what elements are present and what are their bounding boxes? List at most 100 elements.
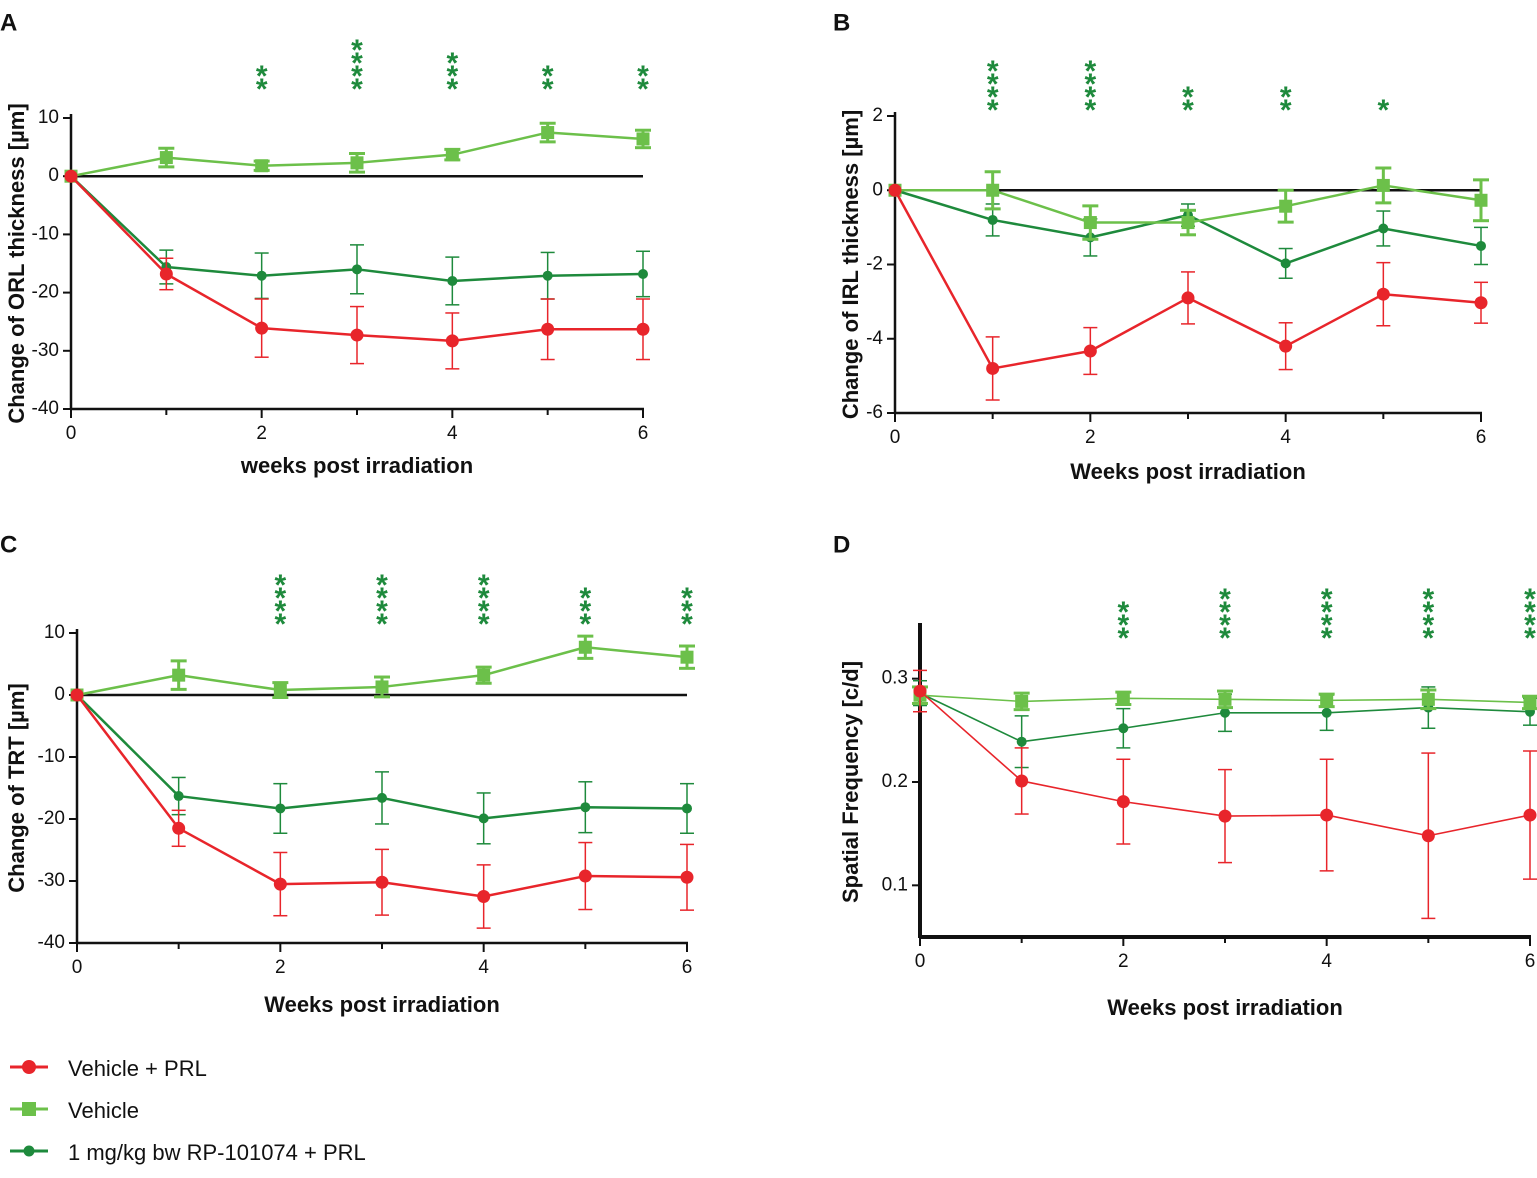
panel-b-rp-point bbox=[1280, 258, 1291, 269]
panel-c-significance-label: *** bbox=[681, 582, 693, 641]
panel-d-significance-label: **** bbox=[1219, 583, 1231, 655]
panel-d-veh-point bbox=[1421, 692, 1435, 706]
panel-c-veh-point bbox=[680, 650, 694, 664]
panel-b-y-tick-label: -4 bbox=[866, 328, 883, 349]
panel-d-veh-point bbox=[1523, 695, 1537, 709]
legend-swatch-rp101074-prl bbox=[10, 1145, 48, 1157]
panel-c-y-axis-title: Change of TRT [µm] bbox=[4, 683, 29, 892]
panel-c-x-tick-label: 4 bbox=[478, 957, 489, 978]
legend-swatch-vehicle bbox=[10, 1102, 48, 1116]
panel-d-chart: D 0.3 0.2 0.1 0 2 4 6 Weeks post irradiation Spat… bbox=[833, 531, 1537, 1020]
panel-d-significance-label: **** bbox=[1422, 583, 1434, 655]
panel-d-veh-point bbox=[1218, 692, 1232, 706]
panel-c-y-tick-label: -40 bbox=[38, 932, 65, 953]
panel-b-x-axis-title: Weeks post irradiation bbox=[1070, 459, 1306, 484]
panel-d-significance-label: *** bbox=[1117, 596, 1129, 655]
panel-c-veh-point bbox=[578, 640, 592, 654]
panel-c-x-tick-label: 2 bbox=[275, 957, 286, 978]
panel-c-y-tick-label: -10 bbox=[38, 746, 65, 767]
panel-b-prl-point bbox=[1083, 344, 1097, 358]
panel-b-veh-point bbox=[986, 183, 1000, 197]
panel-a-series-rp bbox=[66, 171, 650, 306]
panel-b-prl-point bbox=[1376, 287, 1390, 301]
panel-c-y-tick-label: -30 bbox=[38, 870, 65, 891]
panel-b-series-veh bbox=[888, 166, 1489, 241]
panel-d-y-tick-label: 0.2 bbox=[882, 771, 908, 792]
panel-c-x-tick-label: 0 bbox=[72, 957, 83, 978]
panel-b-letter: B bbox=[833, 9, 850, 36]
panel-c-rp-point bbox=[580, 802, 591, 813]
panel-d-rp-point bbox=[1220, 707, 1230, 718]
panel-a-veh-point bbox=[255, 159, 269, 173]
panel-a-prl-point bbox=[541, 322, 555, 336]
panel-a-veh-point bbox=[636, 132, 650, 146]
panel-b-y-axis-title: Change of IRL thickness [µm] bbox=[838, 110, 863, 419]
legend-label-vehicle: Vehicle bbox=[68, 1098, 139, 1123]
panel-a-veh-point bbox=[445, 148, 459, 162]
panel-d-prl-point bbox=[1421, 829, 1435, 843]
panel-c-significance-label: **** bbox=[376, 569, 388, 641]
panel-c-significance-label: **** bbox=[274, 569, 286, 641]
panel-c-x-axis-title: Weeks post irradiation bbox=[264, 992, 500, 1017]
panel-d-letter: D bbox=[833, 531, 850, 558]
panel-a-y-tick-label: -40 bbox=[32, 398, 59, 419]
panel-b-significance-label: * bbox=[1377, 94, 1389, 127]
panel-a-significance-label: *** bbox=[446, 47, 458, 106]
panel-b-x-tick-label: 6 bbox=[1476, 427, 1487, 448]
panel-b-rp-point bbox=[1476, 240, 1486, 251]
panel-d-significance-label: **** bbox=[1321, 583, 1333, 655]
panel-c-rp-point bbox=[478, 813, 489, 824]
panel-b-x-tick-label: 2 bbox=[1085, 427, 1096, 448]
legend-swatch-vehicle-prl bbox=[10, 1060, 48, 1074]
panel-b-significance-label: **** bbox=[1084, 55, 1096, 127]
panel-d-veh-point bbox=[1015, 694, 1029, 708]
panel-c-chart: C 10 0 -10 -20 -30 -40 0 2 4 6 Weeks post irradiati… bbox=[0, 531, 695, 1017]
panel-a-series-veh bbox=[64, 121, 651, 183]
panel-d-x-tick-label: 6 bbox=[1525, 951, 1536, 972]
panel-a-significance-label: ** bbox=[542, 60, 554, 106]
panel-d-prl-point bbox=[1218, 809, 1232, 823]
panel-a-rp-point bbox=[256, 270, 267, 281]
panel-b-series-prl bbox=[888, 183, 1488, 401]
panel-a-rp-point bbox=[352, 264, 362, 275]
panel-a-prl-point bbox=[636, 322, 650, 336]
legend: Vehicle + PRL Vehicle 1 mg/kg bw RP-1010… bbox=[8, 1052, 528, 1178]
panel-b-rp-point bbox=[1378, 223, 1389, 234]
panel-d-veh-point bbox=[1320, 693, 1334, 707]
panel-b-prl-point bbox=[888, 183, 902, 197]
legend-item-vehicle: Vehicle bbox=[8, 1094, 528, 1136]
panel-a-rp-point bbox=[638, 268, 648, 279]
panel-c-series-veh bbox=[70, 634, 695, 702]
panel-c-y-tick-label: 0 bbox=[54, 684, 65, 705]
panel-a-y-tick-label: -20 bbox=[32, 282, 59, 303]
panel-c-veh-point bbox=[172, 668, 186, 682]
panel-a-letter: A bbox=[0, 9, 17, 36]
panel-c-prl-point bbox=[172, 821, 186, 835]
panel-a-prl-point bbox=[350, 328, 364, 342]
panel-c-veh-point bbox=[273, 683, 287, 697]
panel-a-significance-label: **** bbox=[351, 34, 363, 106]
panel-a-x-tick-label: 2 bbox=[256, 423, 267, 444]
panel-a-prl-point bbox=[64, 169, 78, 183]
panel-c-series-prl bbox=[70, 688, 694, 929]
panel-b-chart: B 2 0 -2 -4 -6 0 2 4 6 Weeks post irradiation Chang… bbox=[833, 9, 1489, 484]
panel-c-veh-point bbox=[375, 680, 389, 694]
panel-b-veh-point bbox=[1376, 178, 1390, 192]
panel-b-prl-point bbox=[986, 361, 1000, 375]
panel-d-rp-point bbox=[1016, 736, 1027, 747]
panel-d-y-axis-title: Spatial Frequency [c/d] bbox=[838, 661, 863, 903]
panel-c-prl-point bbox=[273, 877, 287, 891]
panel-c-rp-point bbox=[682, 803, 692, 814]
panel-b-significance-label: ** bbox=[1280, 81, 1292, 127]
panel-d-prl-point bbox=[1116, 795, 1130, 809]
legend-label-rp101074-prl: 1 mg/kg bw RP-101074 + PRL bbox=[68, 1140, 366, 1165]
panel-a-prl-point bbox=[255, 321, 269, 335]
panel-b-y-tick-label: 2 bbox=[872, 105, 883, 126]
panel-a-series-prl bbox=[64, 169, 650, 370]
panel-a-prl-point bbox=[159, 267, 173, 281]
panel-b-prl-point bbox=[1181, 291, 1195, 305]
panel-b-rp-point bbox=[987, 214, 998, 225]
panel-b-x-tick-label: 4 bbox=[1280, 427, 1291, 448]
panel-d-rp-point bbox=[1321, 707, 1332, 718]
